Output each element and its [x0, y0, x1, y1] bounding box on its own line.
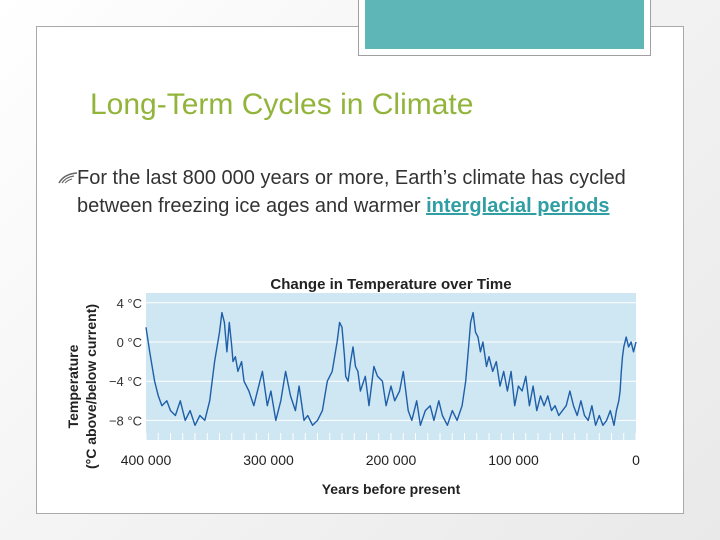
- temperature-chart: Change in Temperature over Time 4 °C 0 °C −…: [65, 276, 640, 497]
- chart-title: Change in Temperature over Time: [270, 276, 511, 293]
- plot-area: [146, 293, 636, 440]
- y-tick-label: −8 °C: [109, 413, 142, 428]
- swoosh-bullet-icon: [58, 172, 78, 184]
- header-decoration-block: [365, 0, 644, 49]
- temperature-series-line: [145, 311, 637, 427]
- y-axis-label-line2: (°C above/below current): [83, 304, 99, 469]
- y-tick-label: 0 °C: [117, 335, 142, 350]
- y-axis-label-line1: Temperature: [65, 344, 81, 428]
- x-tick-label: 100 000: [488, 452, 539, 468]
- interglacial-periods-link[interactable]: interglacial periods: [426, 195, 610, 217]
- slide-title: Long-Term Cycles in Climate: [90, 88, 474, 121]
- y-tick-label: −4 °C: [109, 374, 142, 389]
- x-tick-label: 300 000: [243, 452, 294, 468]
- bullet-paragraph: For the last 800 000 years or more, Eart…: [77, 164, 667, 220]
- x-tick-label: 200 000: [366, 452, 417, 468]
- x-tick-label: 0: [632, 452, 640, 468]
- x-axis-label: Years before present: [322, 481, 461, 497]
- y-tick-label: 4 °C: [117, 296, 142, 311]
- bullet-text: For the last 800 000 years or more, Eart…: [77, 167, 626, 217]
- x-tick-label: 400 000: [121, 452, 172, 468]
